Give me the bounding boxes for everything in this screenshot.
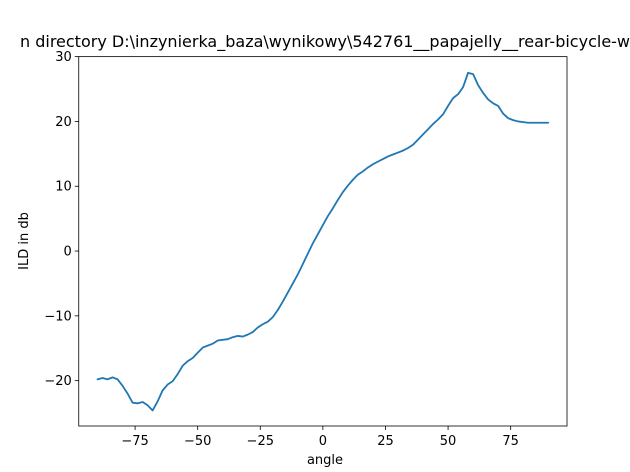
plot-frame <box>78 56 568 427</box>
x-tick-label: 0 <box>319 434 327 449</box>
x-tick-label: 75 <box>502 434 519 449</box>
plot-background <box>78 56 567 426</box>
y-tick-label: 0 <box>63 245 71 260</box>
y-tick-label: 20 <box>55 115 72 130</box>
y-tick-label: 10 <box>55 180 72 195</box>
y-tick-label: −10 <box>44 309 71 324</box>
y-tick-label: 30 <box>55 50 72 65</box>
y-tick-label: −20 <box>44 374 71 389</box>
x-axis-label: angle <box>307 453 343 468</box>
x-tick-label: −75 <box>121 434 148 449</box>
series-line <box>96 71 550 412</box>
x-tick-label: 50 <box>440 434 457 449</box>
plot-area <box>78 56 567 426</box>
y-axis-label: ILD in db <box>17 212 32 270</box>
x-tick-label: 25 <box>377 434 394 449</box>
series-layer <box>96 71 550 412</box>
chart-title: n directory D:\inzynierka_baza\wynikowy\… <box>20 32 630 52</box>
x-tick-label: −50 <box>184 434 211 449</box>
y-axis: −20 −10 0 10 20 30 <box>44 50 79 389</box>
x-tick-label: −25 <box>247 434 274 449</box>
x-axis: −75 −50 −25 0 25 50 75 <box>121 426 519 449</box>
